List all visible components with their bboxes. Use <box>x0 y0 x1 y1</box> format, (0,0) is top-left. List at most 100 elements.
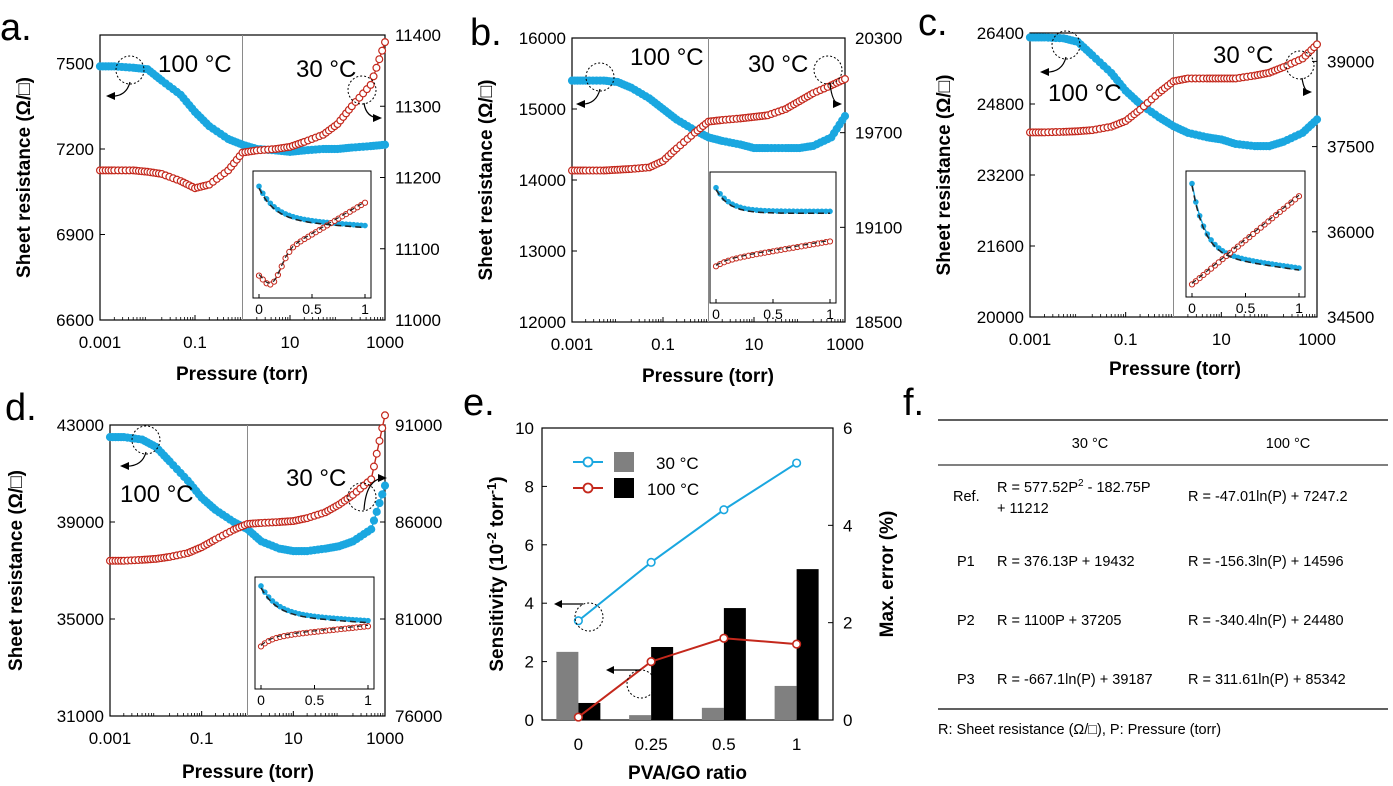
annotation-100c: 100 °C <box>630 44 704 71</box>
panel-label: c. <box>918 2 948 44</box>
cell-sup: 2 <box>1078 478 1084 489</box>
x-tick-label: 0.5 <box>712 735 736 754</box>
inset-data-point <box>1242 237 1249 244</box>
inset-data-point <box>255 272 263 279</box>
y-left-tick-label: 7200 <box>56 140 94 159</box>
arrow-head <box>373 114 382 122</box>
y-left-tick-label: 26400 <box>977 24 1024 43</box>
cell-part: - 182.75P <box>1084 480 1151 496</box>
data-point <box>380 481 390 490</box>
bar <box>556 651 579 720</box>
x-tick-label: 10 <box>745 335 764 354</box>
annotation-30c: 30 °C <box>748 51 808 78</box>
panel-label: f. <box>903 382 924 424</box>
y-left-axis-title: Sensitivity (10-2 torr-1) <box>484 476 508 671</box>
inset-frame <box>709 171 837 304</box>
y-right-tick-label: 6 <box>843 419 852 438</box>
y-left-tick-label: 23200 <box>977 166 1024 185</box>
plot-frame <box>541 427 834 721</box>
x-tick-label: 0.001 <box>551 335 594 354</box>
annotation-100c: 100 °C <box>1048 80 1122 107</box>
data-point <box>719 633 729 643</box>
y-left-tick-label: 2 <box>525 653 534 672</box>
panel-f-table: f. 30 °C 100 °C Ref. R = 577.52P2 - 182.75P +… <box>903 382 1388 738</box>
y-left-tick-label: 39000 <box>57 513 104 532</box>
inset-x-tick-label: 0.5 <box>1236 300 1256 316</box>
arrow-head <box>1040 68 1049 76</box>
x-tick-label: 1000 <box>366 333 404 352</box>
x-axis-title: Pressure (torr) <box>642 366 774 387</box>
y-right-axis-title: Max. error (%) <box>877 511 898 638</box>
y-left-tick-label: 4 <box>525 594 534 613</box>
inset-data-point <box>361 199 369 206</box>
data-point <box>1312 115 1322 124</box>
inset-fit-line <box>260 624 369 646</box>
inset-data-point <box>1208 265 1215 272</box>
inset-x-tick-label: 0.5 <box>305 692 325 708</box>
inset-data-point <box>286 248 293 255</box>
inset-data-point <box>362 222 368 229</box>
x-tick-label: 0 <box>574 735 583 754</box>
data-point <box>840 112 850 121</box>
y-left-tick-label: 6900 <box>56 226 94 245</box>
bar <box>651 647 674 720</box>
dashed-highlight-circle <box>1285 50 1315 80</box>
inset-data-point <box>1284 202 1291 209</box>
data-point <box>369 516 379 525</box>
inset-x-tick-label: 1 <box>826 306 834 322</box>
cell-ref-100c: R = -47.01ln(P) + 7247.2 <box>1188 489 1348 505</box>
x-tick-label: 1000 <box>366 729 404 748</box>
inset-data-point <box>1295 193 1303 200</box>
table-footnote: R: Sheet resistance (Ω/□), P: Pressure (… <box>938 722 1221 738</box>
inset-data-point <box>259 276 266 283</box>
inset-data-point <box>1227 249 1234 256</box>
y-left-tick-label: 20000 <box>977 308 1024 327</box>
panel-e: e. 0 2 4 6 8 10 0 2 4 6 0 0.25 0.5 1 30 °C 100 °C PVA/GO … <box>463 382 898 784</box>
dashed-highlight-circle <box>813 55 843 85</box>
legend-marker-30c <box>582 456 594 468</box>
data-point <box>378 424 387 433</box>
y-right-tick-label: 86000 <box>395 513 442 532</box>
y-left-tick-label: 16000 <box>519 29 566 48</box>
inset-data-point <box>1208 237 1214 243</box>
arrow-head <box>106 92 115 100</box>
y-axis-title: Sheet resistance (Ω/□) <box>934 75 955 276</box>
inset-data-point <box>1189 180 1195 187</box>
inset-data-point <box>271 278 278 285</box>
legend-marker-100c <box>582 482 594 494</box>
y-left-tick-label: 8 <box>525 477 534 496</box>
inset-data-point <box>725 198 732 205</box>
data-point <box>646 656 656 667</box>
data-point <box>381 411 390 420</box>
inset-data-point <box>802 208 809 215</box>
data-point <box>378 46 387 55</box>
data-point <box>792 458 802 468</box>
y-left-tick-label: 15000 <box>519 100 566 119</box>
inset-fit-line <box>260 587 369 624</box>
cell-p3-30c: R = -667.1ln(P) + 39187 <box>997 672 1153 688</box>
data-point <box>372 449 381 458</box>
column-header-30c: 30 °C <box>1072 436 1108 452</box>
inset-data-point <box>1250 230 1257 238</box>
y-left-tick-label: 21600 <box>977 237 1024 256</box>
cell-p1-100c: R = -156.3ln(P) + 14596 <box>1188 554 1344 570</box>
data-point <box>367 525 376 534</box>
inset-data-point <box>1193 199 1199 205</box>
x-tick-label: 1000 <box>1298 330 1336 349</box>
cell-p3-100c: R = 311.61ln(P) + 85342 <box>1188 672 1346 688</box>
inset-data-point <box>267 200 274 207</box>
annotation-30c: 30 °C <box>1213 42 1273 69</box>
inset-data-point <box>256 183 262 190</box>
dashed-highlight-circle <box>347 482 377 512</box>
y-left-tick-label: 0 <box>525 711 534 730</box>
y-right-tick-label: 37500 <box>1327 138 1374 157</box>
y-right-tick-label: 81000 <box>395 610 442 629</box>
x-tick-label: 0.001 <box>1009 330 1052 349</box>
y-left-tick-label: 31000 <box>57 707 104 726</box>
arrow-head <box>554 600 562 608</box>
data-point <box>366 80 375 89</box>
data-point <box>381 38 390 47</box>
inset-fit-line <box>258 201 366 285</box>
x-axis-title: Pressure (torr) <box>182 762 314 783</box>
panel-label: a. <box>0 7 32 49</box>
